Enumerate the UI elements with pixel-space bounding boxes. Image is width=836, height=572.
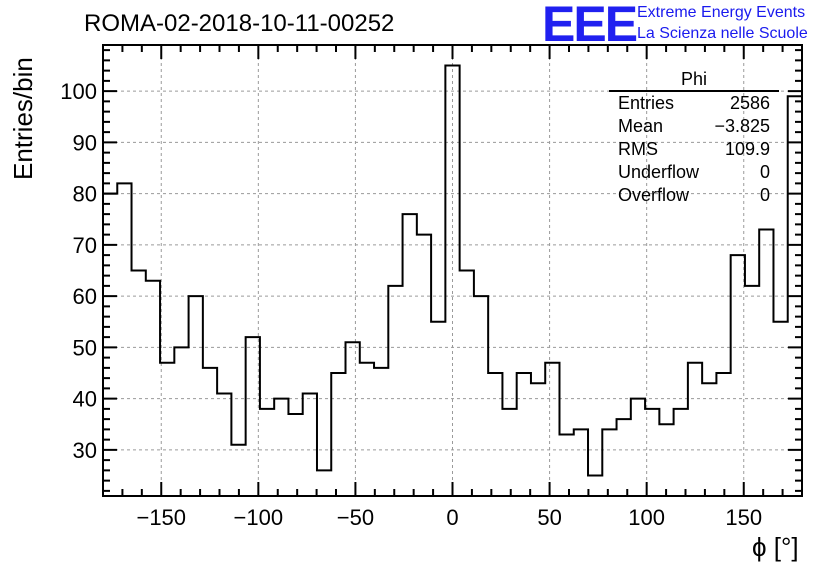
x-tick-label: −150 [136, 505, 186, 530]
y-tick-label: 40 [73, 387, 97, 412]
x-tick-label: 0 [446, 505, 458, 530]
x-tick-label: −100 [234, 505, 284, 530]
stats-row-underflow: Underflow 0 [609, 161, 779, 184]
histogram-outline [103, 64, 802, 477]
histogram-bin [388, 286, 402, 496]
y-tick-label: 90 [73, 130, 97, 155]
stats-value: 0 [759, 162, 770, 182]
y-tick-label: 100 [60, 79, 97, 104]
stats-label: RMS [618, 139, 658, 159]
histogram-bin [260, 409, 274, 496]
y-tick-label: 30 [73, 438, 97, 463]
logo-line-2: La Scienza nelle Scuole [637, 25, 808, 42]
histogram-bin [288, 414, 302, 496]
histogram-bin [303, 394, 317, 497]
histogram-series [103, 64, 802, 497]
histogram-bin [674, 409, 688, 496]
histogram-bin [531, 383, 545, 496]
histogram-bin [460, 271, 474, 497]
histogram-bin [417, 235, 431, 496]
x-tick-label: 50 [537, 505, 561, 530]
stats-row-entries: Entries 2586 [609, 92, 779, 115]
histogram-bin [745, 286, 759, 496]
stats-row-overflow: Overflow 0 [609, 184, 779, 207]
histogram-bin [132, 271, 146, 497]
chart-title: ROMA-02-2018-10-11-00252 [84, 10, 395, 37]
histogram-bin [502, 409, 516, 496]
x-tick-label: 100 [628, 505, 665, 530]
histogram-bin [231, 445, 245, 496]
histogram-bin [346, 342, 360, 496]
y-tick-label: 50 [73, 335, 97, 360]
stats-label: Underflow [618, 162, 700, 182]
eee-logo: EEE [542, 0, 638, 52]
histogram-bin [559, 435, 573, 497]
y-tick-label: 80 [73, 182, 97, 207]
histogram-bin [431, 322, 445, 496]
histogram-bin [688, 363, 702, 496]
histogram-bin [588, 476, 602, 497]
stats-value: 0 [759, 185, 770, 205]
histogram-bin [331, 373, 345, 496]
histogram-bin [545, 363, 559, 496]
histogram-bin [203, 368, 217, 496]
stats-value: 2586 [729, 93, 770, 113]
y-tick-label: 70 [73, 233, 97, 258]
histogram-bin [403, 214, 417, 496]
stats-label: Overflow [618, 185, 690, 205]
histogram-bin [773, 322, 787, 496]
histogram-bin [731, 255, 745, 496]
histogram-bin [374, 368, 388, 496]
histogram-bin [602, 429, 616, 496]
logo-line-1: Extreme Energy Events [637, 4, 806, 21]
stats-value: −3.825 [714, 116, 770, 136]
stats-title: Phi [609, 68, 779, 92]
x-tick-label: 150 [725, 505, 762, 530]
histogram-bin [631, 399, 645, 496]
histogram-bin [146, 281, 160, 496]
axis-ticks: −150 −100 −50 0 50 100 150 30 40 50 60 70 80 90 100 [60, 45, 803, 530]
histogram-bin [759, 230, 773, 497]
histogram-bin [474, 296, 488, 496]
histogram-bin [488, 373, 502, 496]
stats-value: 109.9 [724, 139, 770, 159]
histogram-bin [617, 419, 631, 496]
stats-row-rms: RMS 109.9 [609, 138, 779, 161]
stats-label: Mean [618, 116, 664, 136]
y-tick-label: 60 [73, 284, 97, 309]
histogram-bin [274, 399, 288, 496]
stats-box: Phi Entries 2586 Mean −3.825 RMS 109.9 U… [609, 68, 779, 207]
histogram-bin [117, 183, 131, 496]
histogram-bin [574, 429, 588, 496]
grid-lines [103, 45, 802, 496]
histogram-bin [360, 363, 374, 496]
histogram-bin [189, 296, 203, 496]
histogram-bin [174, 347, 188, 496]
histogram-bin [246, 337, 260, 496]
stats-label: Entries [618, 93, 675, 113]
histogram-bin [517, 373, 531, 496]
histogram-bin [659, 424, 673, 496]
histogram-bin [160, 363, 174, 496]
y-axis-label: Entries/bin [8, 57, 38, 180]
histogram-bin [317, 470, 331, 496]
x-axis-label: ϕ [°] [752, 532, 799, 562]
histogram-bin [702, 383, 716, 496]
x-tick-label: −50 [337, 505, 374, 530]
histogram-bin [445, 66, 459, 497]
histogram-bin [217, 394, 231, 497]
histogram-bin [716, 373, 730, 496]
stats-row-mean: Mean −3.825 [609, 115, 779, 138]
